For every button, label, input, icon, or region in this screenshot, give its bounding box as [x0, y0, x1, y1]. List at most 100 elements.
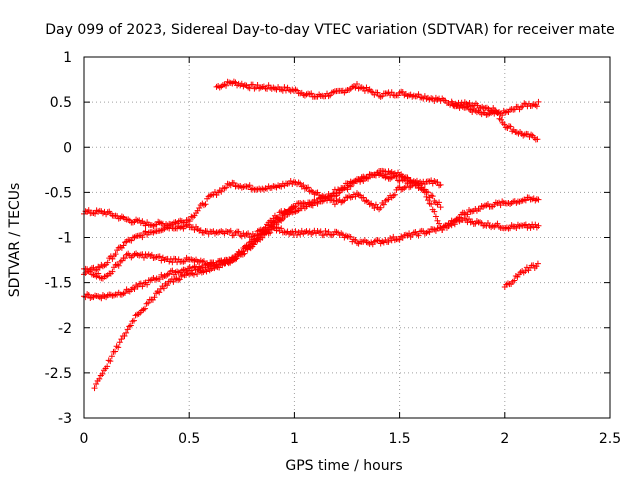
data-point — [322, 228, 329, 235]
data-point — [98, 295, 105, 302]
data-point — [254, 81, 261, 88]
data-point — [224, 256, 231, 263]
x-tick-label: 0.5 — [178, 431, 200, 447]
chart-title: Day 099 of 2023, Sidereal Day-to-day VTE… — [45, 22, 615, 38]
data-point — [344, 186, 351, 193]
data-point — [477, 206, 484, 213]
data-point — [431, 208, 438, 215]
data-point — [275, 224, 282, 231]
data-point — [96, 375, 103, 382]
data-point — [363, 197, 370, 204]
data-point — [177, 224, 184, 231]
data-point — [431, 97, 438, 104]
data-point — [494, 220, 501, 227]
x-axis-label: GPS time / hours — [285, 458, 402, 474]
x-tick-label: 2 — [500, 431, 509, 447]
data-point — [93, 380, 100, 387]
data-point — [123, 329, 130, 336]
data-point — [282, 87, 289, 94]
data-point — [357, 177, 364, 184]
data-point — [434, 217, 441, 224]
data-point — [277, 216, 284, 223]
data-point — [390, 233, 397, 240]
data-point — [423, 193, 430, 200]
data-point — [437, 204, 444, 211]
data-point — [509, 128, 516, 135]
data-point — [115, 344, 122, 351]
data-point — [156, 276, 163, 283]
data-point — [122, 255, 129, 262]
data-point — [95, 270, 102, 277]
data-point — [91, 385, 98, 392]
data-point — [532, 101, 539, 108]
data-point — [513, 225, 520, 232]
data-point — [330, 190, 337, 197]
data-point — [297, 180, 304, 187]
data-point — [158, 227, 165, 234]
data-point — [230, 179, 237, 186]
data-point — [97, 372, 104, 379]
data-point — [434, 179, 441, 186]
data-point — [385, 196, 392, 203]
data-point — [207, 192, 214, 199]
data-point — [423, 95, 430, 102]
data-point — [391, 191, 398, 198]
data-point — [363, 174, 370, 181]
data-point — [466, 100, 473, 107]
x-tick-label: 1.5 — [388, 431, 410, 447]
data-point — [139, 234, 146, 241]
data-point — [131, 286, 138, 293]
data-point — [410, 92, 417, 99]
data-point — [117, 244, 124, 251]
data-point — [223, 184, 230, 191]
data-point — [428, 177, 435, 184]
series-track-3 — [81, 177, 444, 229]
data-point — [429, 193, 436, 200]
y-tick-label: 0 — [63, 140, 72, 156]
data-point — [501, 121, 508, 128]
data-point — [108, 353, 115, 360]
data-point — [132, 312, 139, 319]
data-point — [281, 84, 288, 91]
x-tick-label: 1 — [290, 431, 299, 447]
data-point — [219, 262, 226, 269]
data-point — [365, 175, 372, 182]
y-tick-label: -1 — [58, 231, 72, 247]
data-point — [186, 263, 193, 270]
data-point — [257, 236, 264, 243]
data-point — [290, 203, 297, 210]
x-tick-labels: 0 0.5 1 1.5 2 2.5 — [80, 431, 622, 447]
data-point — [498, 116, 505, 123]
data-point — [233, 255, 240, 262]
data-point — [246, 182, 253, 189]
data-point — [502, 124, 509, 131]
data-point — [341, 197, 348, 204]
data-point — [300, 182, 307, 189]
data-point — [276, 209, 283, 216]
data-point — [211, 188, 218, 195]
data-point — [126, 323, 133, 330]
data-point — [428, 201, 435, 208]
data-point — [144, 281, 151, 288]
data-point — [200, 258, 207, 265]
data-point — [186, 218, 193, 225]
data-point — [92, 210, 99, 217]
data-point — [181, 258, 188, 265]
data-point — [521, 222, 528, 229]
data-point — [143, 300, 150, 307]
data-point — [196, 204, 203, 211]
data-point — [189, 257, 196, 264]
data-point — [130, 317, 137, 324]
data-point — [363, 84, 370, 91]
series-track-8 — [501, 260, 541, 291]
data-point — [135, 310, 142, 317]
axis-ticks — [83, 56, 611, 419]
data-point — [426, 229, 433, 236]
data-point — [522, 267, 529, 274]
data-point — [260, 225, 267, 232]
data-point — [105, 357, 112, 364]
data-point — [360, 194, 367, 201]
data-point — [110, 292, 117, 299]
data-point — [347, 194, 354, 201]
data-point — [534, 136, 541, 143]
